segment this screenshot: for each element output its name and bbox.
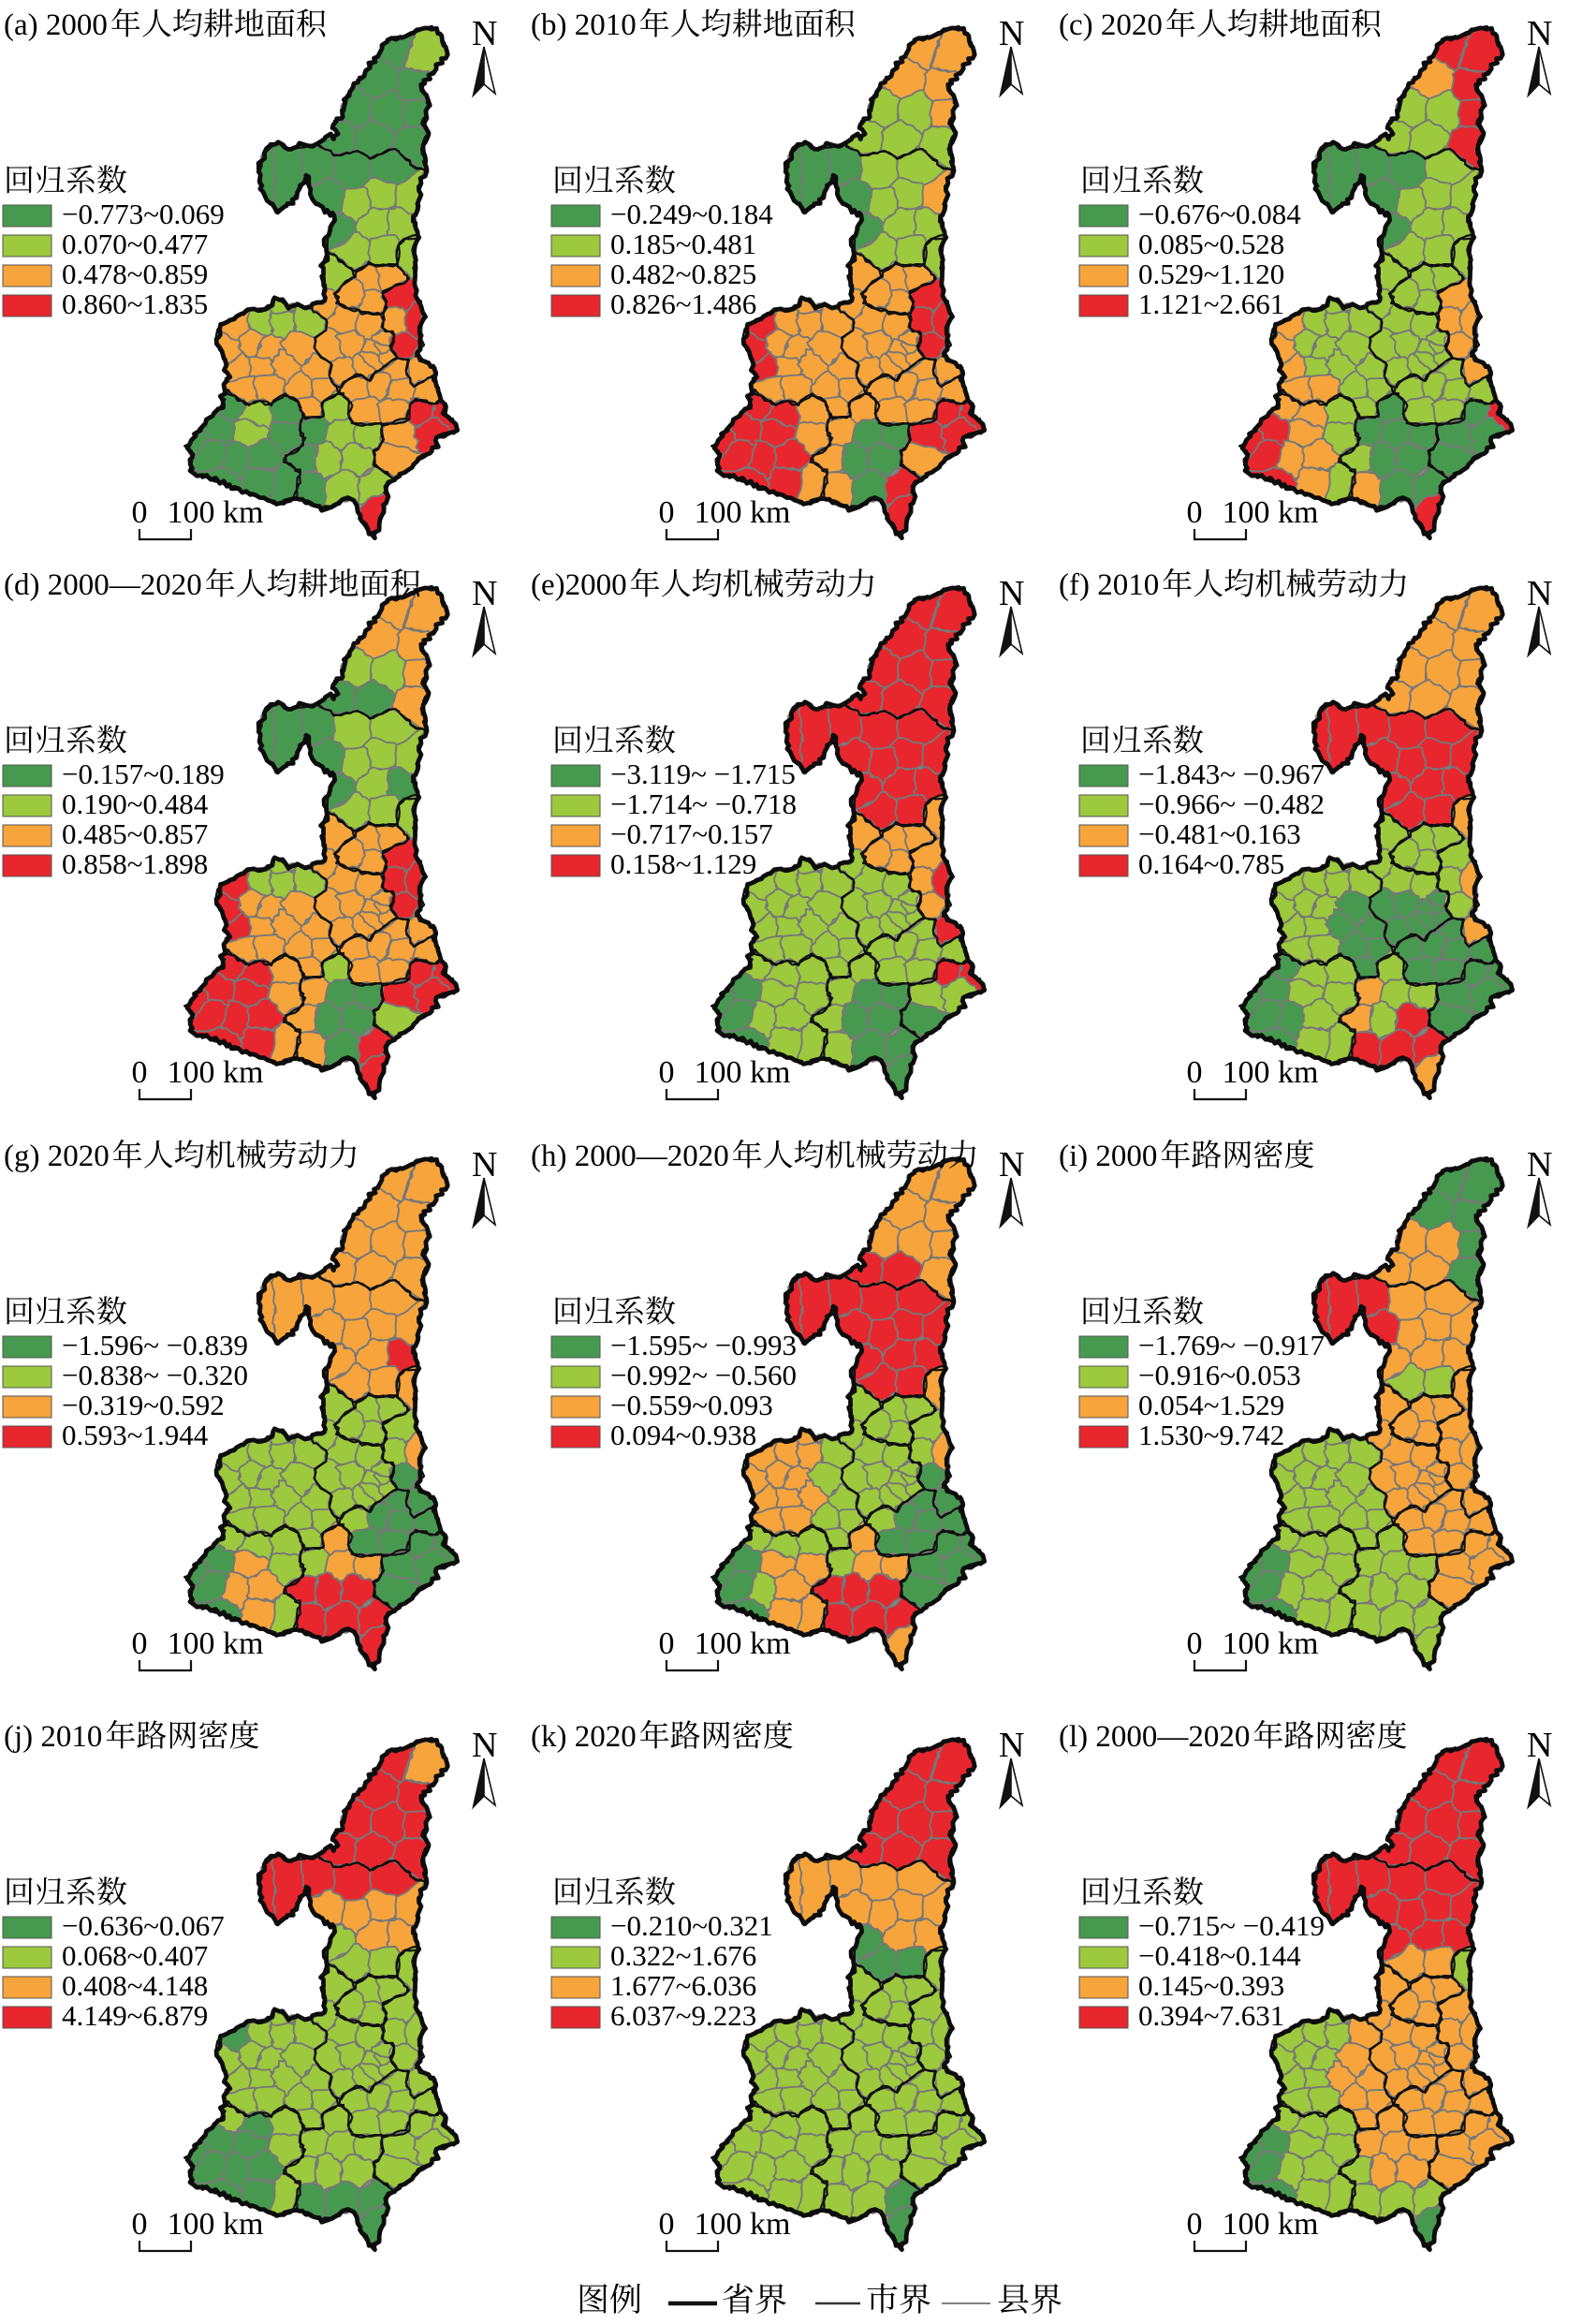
- svg-text:−0.992~ −0.560: −0.992~ −0.560: [610, 1359, 797, 1391]
- svg-text:−0.636~0.067: −0.636~0.067: [62, 1909, 225, 1942]
- svg-text:(g) 2020: (g) 2020: [4, 1140, 110, 1173]
- svg-text:km: km: [1278, 2207, 1318, 2242]
- svg-text:km: km: [750, 2207, 790, 2242]
- svg-text:km: km: [223, 1055, 263, 1090]
- svg-text:−1.714~ −0.718: −1.714~ −0.718: [610, 787, 797, 820]
- svg-text:100: 100: [695, 2207, 742, 2242]
- svg-text:(h) 2000—2020: (h) 2000—2020: [531, 1140, 729, 1173]
- svg-text:0.145~0.393: 0.145~0.393: [1138, 1969, 1284, 2002]
- svg-text:−0.966~ −0.482: −0.966~ −0.482: [1138, 787, 1325, 820]
- svg-text:100: 100: [168, 495, 215, 530]
- svg-text:0: 0: [132, 1626, 148, 1661]
- svg-text:0: 0: [1187, 2207, 1203, 2242]
- svg-text:0: 0: [659, 1055, 675, 1090]
- svg-text:(c) 2020: (c) 2020: [1059, 8, 1163, 42]
- svg-text:0: 0: [132, 495, 148, 530]
- svg-text:−1.769~ −0.917: −1.769~ −0.917: [1138, 1329, 1325, 1361]
- svg-text:(l) 2000—2020: (l) 2000—2020: [1059, 1720, 1250, 1754]
- svg-text:0.190~0.484: 0.190~0.484: [62, 787, 209, 820]
- svg-text:0.068~0.407: 0.068~0.407: [62, 1939, 208, 1972]
- svg-text:(i) 2000: (i) 2000: [1059, 1140, 1157, 1173]
- svg-text:100: 100: [168, 1626, 215, 1661]
- svg-text:−0.838~ −0.320: −0.838~ −0.320: [62, 1359, 248, 1391]
- svg-text:100: 100: [168, 1055, 215, 1090]
- svg-text:0: 0: [1187, 1055, 1203, 1090]
- svg-text:0.322~1.676: 0.322~1.676: [610, 1939, 756, 1972]
- svg-text:0: 0: [659, 1626, 675, 1661]
- svg-text:0.164~0.785: 0.164~0.785: [1138, 847, 1284, 880]
- svg-text:0.085~0.528: 0.085~0.528: [1138, 228, 1284, 260]
- svg-text:−0.717~0.157: −0.717~0.157: [610, 817, 773, 850]
- svg-text:0.185~0.481: 0.185~0.481: [610, 228, 756, 260]
- svg-text:0.070~0.477: 0.070~0.477: [62, 228, 208, 260]
- svg-text:(d) 2000—2020: (d) 2000—2020: [4, 568, 202, 602]
- svg-text:km: km: [223, 1626, 263, 1661]
- svg-text:−0.157~0.189: −0.157~0.189: [62, 758, 225, 790]
- svg-text:−1.843~ −0.967: −1.843~ −0.967: [1138, 758, 1325, 790]
- svg-text:0.485~0.857: 0.485~0.857: [62, 817, 208, 850]
- svg-text:−0.559~0.093: −0.559~0.093: [610, 1389, 773, 1421]
- svg-text:100: 100: [1223, 1626, 1270, 1661]
- svg-text:(b) 2010: (b) 2010: [531, 8, 637, 42]
- svg-text:−0.418~0.144: −0.418~0.144: [1138, 1939, 1301, 1972]
- svg-text:km: km: [1278, 1055, 1318, 1090]
- svg-text:−1.595~ −0.993: −1.595~ −0.993: [610, 1329, 797, 1361]
- svg-text:0.394~7.631: 0.394~7.631: [1138, 1999, 1284, 2032]
- svg-text:100: 100: [1223, 1055, 1270, 1090]
- svg-text:0.408~4.148: 0.408~4.148: [62, 1969, 208, 2002]
- svg-text:km: km: [750, 495, 790, 530]
- svg-text:km: km: [223, 495, 263, 530]
- svg-text:(a) 2000: (a) 2000: [4, 8, 108, 42]
- svg-text:0: 0: [1187, 1626, 1203, 1661]
- svg-text:(j) 2010: (j) 2010: [4, 1720, 102, 1754]
- svg-text:0.529~1.120: 0.529~1.120: [1138, 257, 1284, 290]
- svg-text:km: km: [1278, 495, 1318, 530]
- svg-text:−1.596~ −0.839: −1.596~ −0.839: [62, 1329, 248, 1361]
- svg-text:0: 0: [659, 495, 675, 530]
- svg-text:100: 100: [168, 2207, 215, 2242]
- svg-text:−0.916~0.053: −0.916~0.053: [1138, 1359, 1301, 1391]
- svg-text:0.054~1.529: 0.054~1.529: [1138, 1389, 1284, 1421]
- svg-text:km: km: [223, 2207, 263, 2242]
- svg-text:0: 0: [1187, 495, 1203, 530]
- svg-text:100: 100: [695, 495, 742, 530]
- svg-text:0: 0: [659, 2207, 675, 2242]
- svg-text:100: 100: [695, 1055, 742, 1090]
- svg-text:100: 100: [695, 1626, 742, 1661]
- svg-text:0.858~1.898: 0.858~1.898: [62, 847, 208, 880]
- svg-text:0.478~0.859: 0.478~0.859: [62, 257, 208, 290]
- svg-text:(k) 2020: (k) 2020: [531, 1720, 637, 1754]
- svg-text:0.593~1.944: 0.593~1.944: [62, 1419, 209, 1451]
- svg-text:(f) 2010: (f) 2010: [1059, 568, 1159, 602]
- svg-text:0.826~1.486: 0.826~1.486: [610, 287, 756, 320]
- svg-text:−0.249~0.184: −0.249~0.184: [610, 198, 773, 230]
- svg-text:100: 100: [1223, 495, 1270, 530]
- svg-text:100: 100: [1223, 2207, 1270, 2242]
- svg-text:0.860~1.835: 0.860~1.835: [62, 287, 208, 320]
- svg-text:−0.715~ −0.419: −0.715~ −0.419: [1138, 1909, 1325, 1942]
- svg-text:0: 0: [132, 1055, 148, 1090]
- svg-text:1.530~9.742: 1.530~9.742: [1138, 1419, 1284, 1451]
- svg-text:1.677~6.036: 1.677~6.036: [610, 1969, 756, 2002]
- svg-text:−0.676~0.084: −0.676~0.084: [1138, 198, 1301, 230]
- svg-text:−0.319~0.592: −0.319~0.592: [62, 1389, 225, 1421]
- svg-text:(e)2000: (e)2000: [531, 568, 627, 602]
- svg-text:km: km: [750, 1055, 790, 1090]
- svg-text:0.482~0.825: 0.482~0.825: [610, 257, 756, 290]
- svg-text:−0.481~0.163: −0.481~0.163: [1138, 817, 1301, 850]
- svg-text:0.158~1.129: 0.158~1.129: [610, 847, 756, 880]
- svg-text:4.149~6.879: 4.149~6.879: [62, 1999, 208, 2032]
- svg-text:0: 0: [132, 2207, 148, 2242]
- svg-text:−0.773~0.069: −0.773~0.069: [62, 198, 225, 230]
- svg-text:0.094~0.938: 0.094~0.938: [610, 1419, 756, 1451]
- svg-text:km: km: [1278, 1626, 1318, 1661]
- svg-text:km: km: [750, 1626, 790, 1661]
- svg-text:1.121~2.661: 1.121~2.661: [1138, 287, 1284, 320]
- svg-text:6.037~9.223: 6.037~9.223: [610, 1999, 756, 2032]
- svg-text:−0.210~0.321: −0.210~0.321: [610, 1909, 773, 1942]
- svg-text:−3.119~ −1.715: −3.119~ −1.715: [610, 758, 796, 790]
